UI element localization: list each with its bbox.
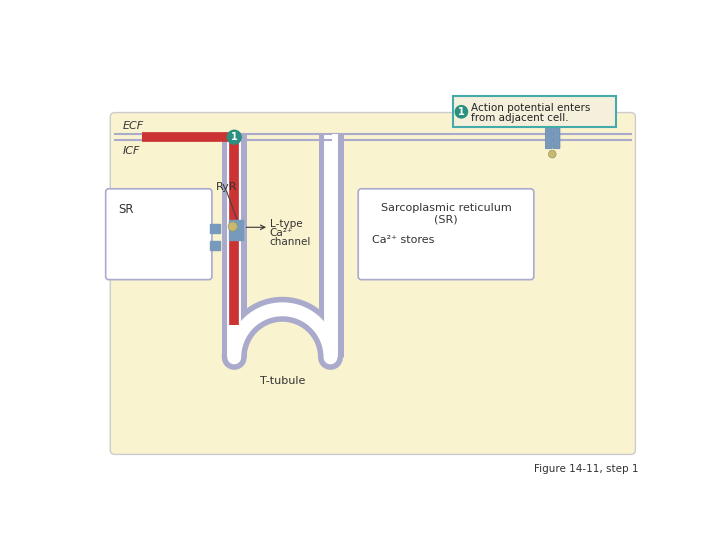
Circle shape <box>228 130 241 144</box>
Bar <box>229 233 243 240</box>
Text: channel: channel <box>270 237 311 247</box>
Text: RyR: RyR <box>216 182 238 192</box>
Text: ECF: ECF <box>122 121 144 131</box>
Text: Action potential enters: Action potential enters <box>471 103 590 112</box>
FancyBboxPatch shape <box>110 112 636 455</box>
Text: SR: SR <box>118 202 133 215</box>
Bar <box>229 226 243 233</box>
Circle shape <box>228 222 238 231</box>
FancyBboxPatch shape <box>359 189 534 280</box>
FancyBboxPatch shape <box>553 126 560 148</box>
Text: Ca²⁺ stores: Ca²⁺ stores <box>372 235 434 245</box>
Text: 1: 1 <box>231 132 238 142</box>
FancyBboxPatch shape <box>453 96 616 127</box>
Text: from adjacent cell.: from adjacent cell. <box>471 113 568 123</box>
Circle shape <box>455 106 467 118</box>
FancyBboxPatch shape <box>106 189 212 280</box>
Text: Sarcoplasmic reticulum: Sarcoplasmic reticulum <box>381 202 511 213</box>
Circle shape <box>549 150 556 158</box>
Text: 1: 1 <box>458 107 465 117</box>
Text: Figure 14-11, step 1: Figure 14-11, step 1 <box>534 464 639 475</box>
Bar <box>229 220 243 226</box>
Bar <box>210 224 220 233</box>
Text: L-type: L-type <box>270 219 302 229</box>
FancyBboxPatch shape <box>545 126 552 148</box>
Text: Ca²⁺: Ca²⁺ <box>270 228 293 238</box>
Text: T-tubule: T-tubule <box>260 376 305 387</box>
Text: (SR): (SR) <box>434 215 458 225</box>
Text: ICF: ICF <box>122 146 140 157</box>
Bar <box>210 241 220 250</box>
